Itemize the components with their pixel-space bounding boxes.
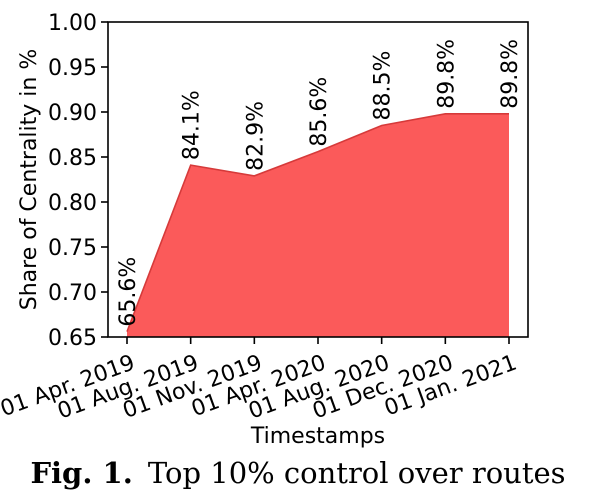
- y-tick-label: 0.80: [48, 191, 97, 216]
- plot-frame: [107, 21, 529, 338]
- y-axis-ticks: 0.65 0.70 0.75 0.80 0.85 0.90 0.95 1.00: [48, 11, 108, 351]
- data-label: 85.6%: [307, 77, 332, 147]
- area-edge-line: [126, 113, 509, 332]
- area-fill: [127, 113, 509, 337]
- caption-label: Fig. 1.: [30, 456, 132, 490]
- y-tick-label: 1.00: [48, 11, 97, 36]
- data-label: 88.5%: [371, 51, 396, 121]
- data-label: 82.9%: [243, 101, 268, 171]
- data-labels: 65.6% 84.1% 82.9% 85.6% 88.5% 89.8% 89.8%: [116, 39, 523, 327]
- data-label: 89.8%: [434, 39, 459, 109]
- y-tick-label: 0.90: [48, 101, 97, 126]
- y-tick-label: 0.95: [48, 56, 97, 81]
- data-label: 65.6%: [116, 257, 141, 327]
- y-tick-label: 0.75: [48, 236, 97, 261]
- y-tick-label: 0.85: [48, 146, 97, 171]
- caption-text: Top 10% control over routes: [148, 456, 566, 490]
- y-axis-title: Share of Centrality in %: [17, 49, 42, 311]
- data-label: 89.8%: [498, 39, 523, 109]
- plot-area: [126, 113, 509, 337]
- x-axis-title: Timestamps: [250, 424, 385, 449]
- data-label: 84.1%: [180, 90, 205, 160]
- y-tick-label: 0.65: [48, 326, 97, 351]
- y-tick-label: 0.70: [48, 281, 97, 306]
- figure-caption: Fig. 1. Top 10% control over routes: [30, 456, 565, 490]
